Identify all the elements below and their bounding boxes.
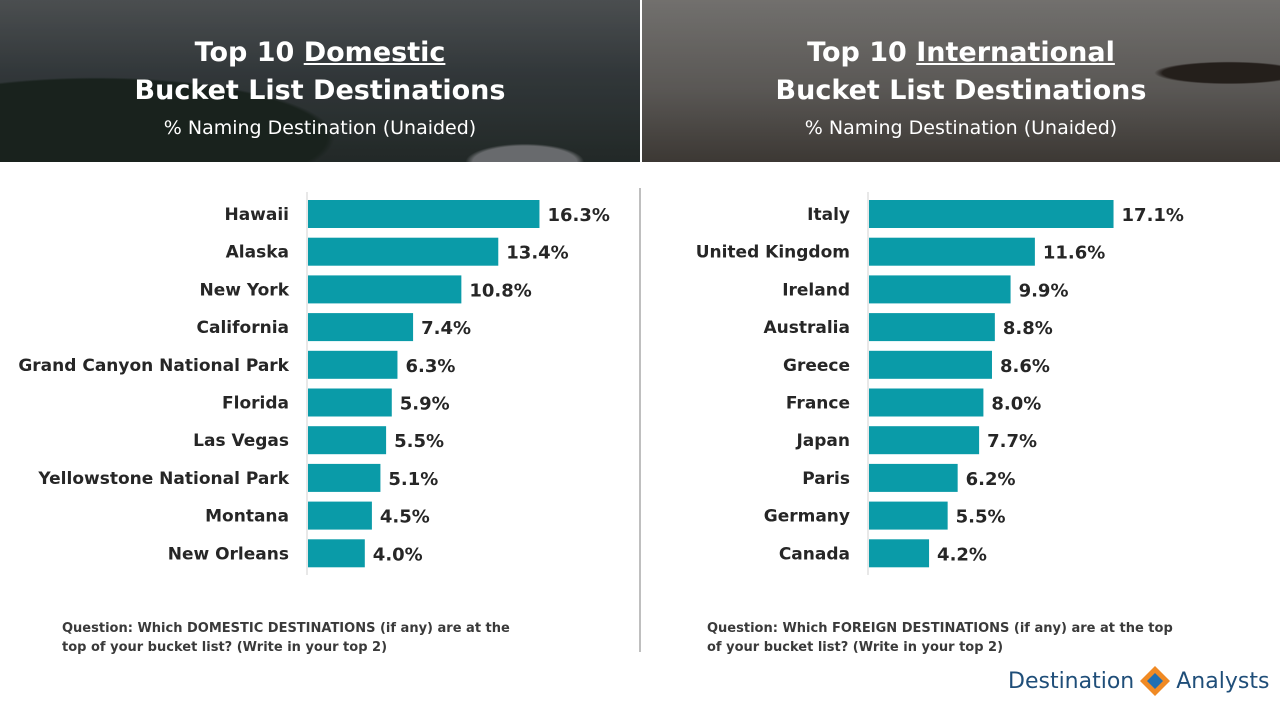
international-value-label: 8.0%: [991, 394, 1041, 415]
international-title-prefix: Top 10: [807, 37, 917, 68]
international-category-label: France: [786, 394, 850, 414]
international-value-label: 7.7%: [987, 431, 1037, 452]
domestic-bar: [308, 426, 387, 455]
international-category-label: United Kingdom: [696, 243, 850, 263]
domestic-bar: [308, 275, 462, 304]
logo-text-left: Destination: [1008, 668, 1135, 694]
domestic-value-label: 5.1%: [388, 469, 438, 490]
international-bar-chart: Italy 17.1% United Kingdom 11.6% Ireland 9.9%…: [696, 192, 1184, 575]
international-value-label: 6.2%: [966, 469, 1016, 490]
international-category-label: Australia: [764, 318, 851, 338]
international-category-label: Canada: [779, 544, 850, 564]
domestic-category-label: New Orleans: [168, 544, 289, 564]
domestic-bar: [308, 237, 499, 266]
international-title-line1: Top 10 International: [642, 0, 1280, 72]
international-banner: Top 10 International Bucket List Destina…: [642, 0, 1280, 162]
domestic-category-label: Alaska: [226, 243, 289, 263]
international-value-label: 4.2%: [937, 544, 987, 565]
international-bar: [869, 426, 980, 455]
international-value-label: 5.5%: [956, 507, 1006, 528]
international-value-label: 8.6%: [1000, 356, 1050, 377]
domestic-bar-chart: Hawaii 16.3% Alaska 13.4% New York 10.8% Calif…: [18, 192, 610, 575]
domestic-title-emphasis: Domestic: [303, 37, 446, 68]
international-value-label: 11.6%: [1043, 243, 1105, 264]
domestic-bar: [308, 350, 398, 379]
destination-analysts-logo: Destination Analysts: [1008, 664, 1269, 698]
international-bar: [869, 275, 1011, 304]
domestic-value-label: 4.0%: [373, 544, 423, 565]
international-value-label: 9.9%: [1019, 280, 1069, 301]
domestic-value-label: 5.5%: [394, 431, 444, 452]
domestic-value-label: 16.3%: [547, 205, 609, 226]
domestic-title-line1: Top 10 Domestic: [0, 0, 640, 72]
domestic-value-label: 6.3%: [405, 356, 455, 377]
domestic-bar: [308, 200, 540, 228]
domestic-category-label: Montana: [205, 507, 289, 527]
international-bar: [869, 350, 992, 379]
domestic-bar: [308, 388, 392, 417]
international-bar: [869, 200, 1114, 228]
domestic-title-line2: Bucket List Destinations: [134, 75, 506, 106]
international-bar: [869, 313, 995, 342]
domestic-category-label: Grand Canyon National Park: [18, 356, 289, 376]
international-title-line2: Bucket List Destinations: [775, 75, 1147, 106]
domestic-category-label: California: [197, 318, 289, 338]
domestic-value-label: 5.9%: [400, 394, 450, 415]
international-category-label: Ireland: [782, 280, 850, 300]
domestic-value-label: 4.5%: [380, 507, 430, 528]
domestic-category-label: Las Vegas: [193, 431, 289, 451]
domestic-question-footnote: Question: Which DOMESTIC DESTINATIONS (i…: [62, 621, 510, 655]
domestic-bar: [308, 539, 365, 568]
domestic-value-label: 13.4%: [506, 243, 568, 264]
international-bar: [869, 237, 1035, 266]
domestic-title-prefix: Top 10: [194, 37, 304, 68]
domestic-bar: [308, 463, 381, 492]
domestic-value-label: 10.8%: [469, 280, 531, 301]
international-question-footnote: Question: Which FOREIGN DESTINATIONS (if…: [707, 621, 1173, 655]
international-title-emphasis: International: [916, 37, 1115, 68]
international-subtitle: % Naming Destination (Unaided): [804, 117, 1118, 139]
domestic-category-label: Florida: [222, 394, 289, 414]
international-bar: [869, 501, 948, 530]
panel-divider: [639, 188, 641, 652]
domestic-banner: Top 10 Domestic Bucket List Destinations…: [0, 0, 640, 162]
domestic-category-label: New York: [200, 280, 290, 300]
domestic-value-label: 7.4%: [421, 318, 471, 339]
international-bar: [869, 388, 984, 417]
diamond-logo-icon: [1140, 666, 1171, 696]
international-category-label: Paris: [802, 469, 850, 489]
international-value-label: 8.8%: [1003, 318, 1053, 339]
domestic-category-label: Hawaii: [224, 205, 289, 225]
international-category-label: Japan: [795, 431, 850, 451]
domestic-subtitle: % Naming Destination (Unaided): [163, 117, 477, 139]
international-bar: [869, 463, 958, 492]
domestic-bar: [308, 313, 414, 342]
logo-text-right: Analysts: [1176, 668, 1270, 694]
international-value-label: 17.1%: [1122, 205, 1184, 226]
international-category-label: Germany: [764, 507, 850, 527]
international-category-label: Greece: [783, 356, 850, 376]
international-category-label: Italy: [807, 205, 850, 225]
domestic-bar: [308, 501, 372, 530]
domestic-category-label: Yellowstone National Park: [37, 469, 289, 489]
international-bar: [869, 539, 930, 568]
